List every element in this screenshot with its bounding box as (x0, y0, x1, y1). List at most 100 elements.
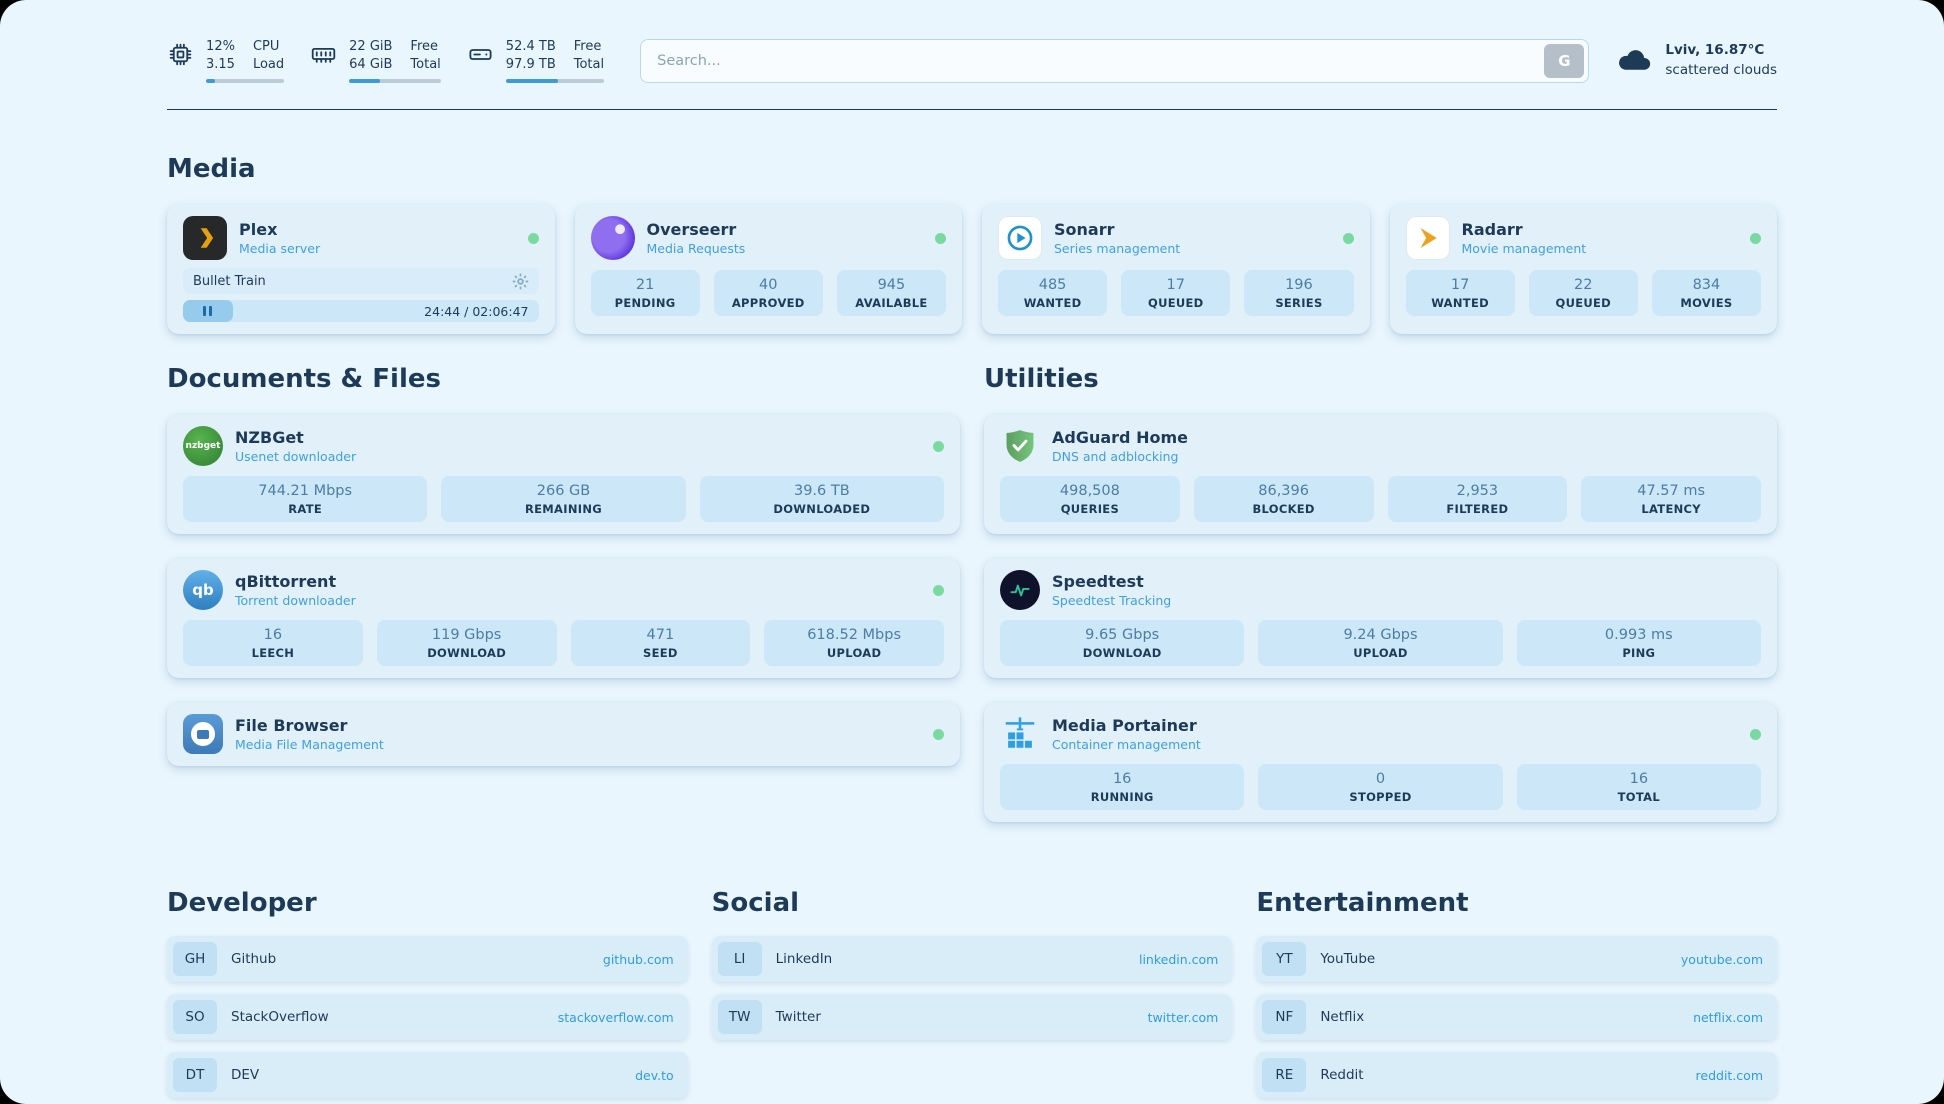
stat-leech: 16 LEECH (183, 620, 363, 667)
entertainment-links: Entertainment YT YouTube youtube.com NF … (1256, 888, 1777, 1104)
link-url[interactable]: reddit.com (1695, 1067, 1763, 1083)
app-name: Radarr (1461, 220, 1523, 240)
overseerr-app-link[interactable]: Overseerr Media Requests (590, 216, 746, 261)
radarr-app-link[interactable]: Radarr Movie management (1405, 216, 1586, 261)
ram-stat: 22 GiB Free 64 GiB Total (310, 38, 441, 84)
link-url[interactable]: linkedin.com (1138, 951, 1219, 967)
now-playing-row: Bullet Train (183, 268, 539, 295)
plex-card: Plex Media server Bullet Train (167, 204, 555, 335)
stat-filtered: 2,953 FILTERED (1387, 476, 1568, 523)
app-subtitle: Media File Management (235, 737, 384, 753)
nzbget-app-link[interactable]: nzbget NZBGet Usenet downloader (183, 426, 356, 467)
ram-free-label: Free (410, 39, 439, 54)
qbittorrent-icon: qb (183, 570, 223, 611)
section-title-documents: Documents & Files (167, 364, 441, 395)
disk-free-label: Free (573, 39, 602, 54)
link-netflix[interactable]: NF Netflix netflix.com (1256, 994, 1777, 1041)
link-url[interactable]: dev.to (635, 1067, 674, 1083)
link-url[interactable]: github.com (602, 951, 674, 967)
pause-icon[interactable] (203, 306, 213, 317)
documents-section: Documents & Files nzbget NZBGet Usenet d… (167, 364, 960, 846)
cpu-usage-value: 12% (206, 39, 235, 54)
link-dev[interactable]: DT DEV dev.to (167, 1052, 688, 1099)
ram-total-label: Total (410, 57, 441, 73)
disk-progress-track (505, 79, 605, 84)
app-subtitle: Media Requests (646, 241, 746, 257)
bookmark-sections: Developer GH Github github.com SO StackO… (167, 888, 1777, 1104)
link-url[interactable]: youtube.com (1680, 951, 1763, 967)
status-online-dot (1750, 728, 1761, 740)
section-title-social: Social (711, 888, 800, 919)
app-name: NZBGet (235, 428, 304, 448)
link-reddit[interactable]: RE Reddit reddit.com (1256, 1052, 1777, 1099)
portainer-crane-icon (1000, 714, 1040, 754)
stat-movies: 834 MOVIES (1651, 270, 1762, 317)
hard-drive-icon (467, 41, 494, 72)
link-abbr: RE (1262, 1058, 1307, 1093)
stat-running: 16 RUNNING (1000, 764, 1245, 811)
link-youtube[interactable]: YT YouTube youtube.com (1256, 936, 1777, 983)
status-online-dot (1750, 232, 1761, 244)
link-abbr: TW (717, 1000, 762, 1035)
social-links: Social LI LinkedIn linkedin.com TW Twitt… (711, 888, 1233, 1104)
link-url[interactable]: twitter.com (1147, 1009, 1219, 1025)
link-url[interactable]: netflix.com (1693, 1009, 1763, 1025)
app-name: Sonarr (1054, 220, 1115, 240)
nzbget-card: nzbget NZBGet Usenet downloader 744.21 M… (167, 414, 960, 535)
media-card-row: Plex Media server Bullet Train (167, 204, 1777, 335)
sonarr-app-link[interactable]: Sonarr Series management (998, 216, 1181, 261)
adguard-shield-icon (1000, 426, 1040, 466)
stat-total: 16 TOTAL (1516, 764, 1761, 811)
playback-progress-bar[interactable]: 24:44 / 02:06:47 (183, 300, 539, 323)
ram-progress-fill (349, 79, 381, 84)
app-subtitle: Media server (239, 241, 321, 257)
sonarr-icon (998, 216, 1042, 261)
developer-links: Developer GH Github github.com SO StackO… (167, 888, 688, 1104)
search-input[interactable] (640, 38, 1590, 83)
speedtest-card: Speedtest Speedtest Tracking 9.65 Gbps D… (984, 558, 1777, 679)
link-github[interactable]: GH Github github.com (167, 936, 688, 983)
ram-progress-track (349, 79, 441, 84)
link-linkedin[interactable]: LI LinkedIn linkedin.com (711, 936, 1233, 983)
link-twitter[interactable]: TW Twitter twitter.com (711, 994, 1233, 1041)
app-subtitle: Speedtest Tracking (1052, 593, 1172, 609)
plex-app-link[interactable]: Plex Media server (183, 216, 321, 261)
link-stackoverflow[interactable]: SO StackOverflow stackoverflow.com (167, 994, 688, 1041)
section-title-media: Media (167, 154, 256, 185)
stat-wanted: 17 WANTED (1405, 270, 1515, 317)
search-engine-button[interactable]: G (1544, 43, 1585, 78)
disk-stat: 52.4 TB Free 97.9 TB Total (467, 38, 605, 84)
app-name: Overseerr (646, 220, 737, 240)
app-subtitle: Series management (1054, 241, 1181, 257)
stat-remaining: 266 GB REMAINING (441, 476, 686, 523)
status-online-dot (527, 232, 539, 244)
stat-seed: 471 SEED (570, 620, 751, 667)
link-abbr: DT (173, 1058, 217, 1093)
link-url[interactable]: stackoverflow.com (557, 1009, 674, 1025)
stat-queued: 22 QUEUED (1528, 270, 1638, 317)
section-title-developer: Developer (167, 888, 317, 919)
stat-approved: 40 APPROVED (713, 270, 823, 317)
adguard-app-link[interactable]: AdGuard Home DNS and adblocking (1000, 426, 1188, 466)
link-abbr: SO (173, 1000, 217, 1035)
overseerr-card: Overseerr Media Requests 21 PENDING 40 A… (574, 204, 962, 335)
adguard-card: AdGuard Home DNS and adblocking 498,508 … (984, 414, 1777, 535)
portainer-app-link[interactable]: Media Portainer Container management (1000, 714, 1201, 754)
app-name: qBittorrent (235, 572, 337, 592)
gear-icon[interactable] (512, 273, 529, 290)
speedtest-app-link[interactable]: Speedtest Speedtest Tracking (1000, 570, 1172, 611)
qbittorrent-app-link[interactable]: qb qBittorrent Torrent downloader (183, 570, 356, 611)
stat-available: 945 AVAILABLE (836, 270, 947, 317)
stat-series: 196 SERIES (1244, 270, 1354, 317)
ram-icon (310, 41, 337, 72)
filebrowser-app-link[interactable]: File Browser Media File Management (183, 714, 384, 755)
search-bar: G (640, 38, 1590, 83)
weather-location: Lviv, 16.87°C (1665, 42, 1765, 59)
section-title-entertainment: Entertainment (1256, 888, 1469, 919)
status-online-dot (933, 728, 944, 740)
stat-wanted: 485 WANTED (998, 270, 1108, 317)
topbar: 12% CPU 3.15 Load 22 GiB (167, 38, 1777, 84)
status-online-dot (935, 232, 946, 244)
disk-free-value: 52.4 TB (505, 39, 556, 54)
link-abbr: LI (717, 942, 762, 977)
